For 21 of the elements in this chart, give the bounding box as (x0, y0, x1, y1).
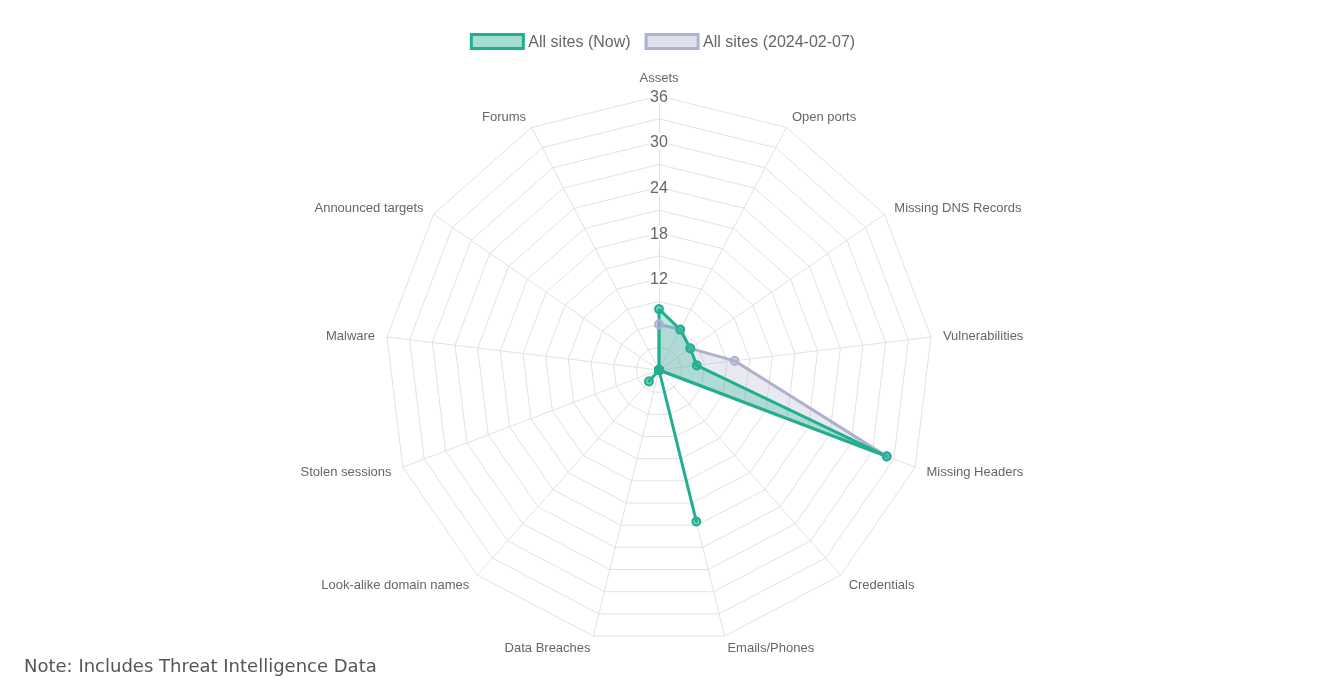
legend-label: All sites (Now) (528, 33, 631, 50)
spoke-label: Credentials (848, 576, 915, 592)
spoke-label: Missing Headers (926, 463, 1024, 479)
text: Note: Includes Threat Intelligence Data (24, 654, 377, 676)
spoke-label: Open ports (791, 109, 857, 125)
y-tick-label: 30 (650, 133, 668, 151)
spoke-label: Missing DNS Records (894, 200, 1023, 216)
y-tick-label: 12 (650, 270, 668, 288)
legend-label: All sites (2024-02-07) (703, 33, 856, 50)
y-tick-label: 36 (650, 87, 668, 105)
spoke-label: Assets (639, 70, 679, 85)
spoke-label: Emails/Phones (727, 640, 815, 656)
spoke-label: Malware (325, 328, 376, 344)
spoke-label: Look-alike domain names (321, 576, 470, 592)
spoke-label: Data Breaches (504, 640, 592, 656)
spoke-label: Announced targets (314, 200, 425, 216)
spoke-label: Vulnerabilities (942, 328, 1024, 344)
y-tick-label: 24 (650, 178, 668, 196)
spoke-label: Forums (482, 109, 527, 125)
y-tick-label: 18 (650, 224, 668, 242)
spoke-label: Stolen sessions (300, 463, 393, 479)
